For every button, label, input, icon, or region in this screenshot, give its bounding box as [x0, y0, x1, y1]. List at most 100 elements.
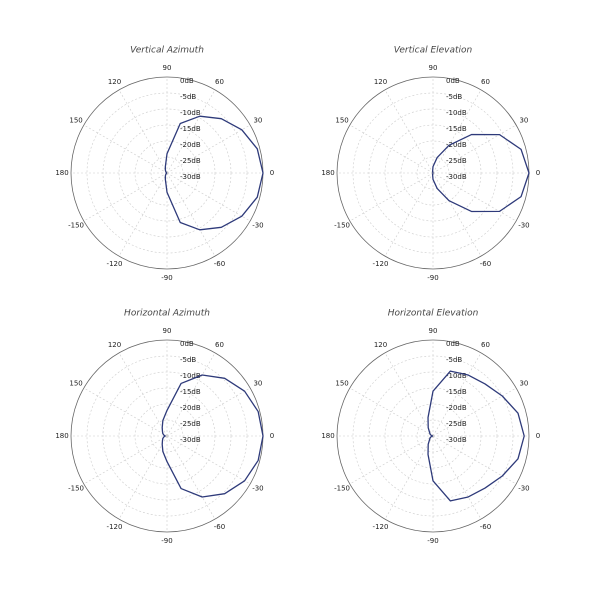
ring-grid-line	[118, 387, 216, 485]
r-tick-label: -25dB	[446, 420, 467, 428]
angle-tick-label: 90	[429, 327, 438, 335]
angle-tick-label: -30	[518, 222, 529, 230]
pattern-line	[427, 370, 525, 502]
spoke-grid-line	[166, 89, 216, 174]
angle-tick-label: 0	[270, 432, 274, 440]
angle-tick-label: 60	[481, 78, 490, 86]
ring-grid-line	[134, 140, 200, 206]
r-tick-label: -15dB	[446, 125, 467, 133]
angle-tick-label: 120	[374, 78, 387, 86]
r-tick-label: -10dB	[446, 109, 467, 117]
spoke-grid-line	[166, 124, 251, 174]
pattern-line	[431, 133, 530, 213]
spoke-grid-line	[349, 387, 434, 437]
angle-tick-label: -150	[68, 222, 84, 230]
angle-tick-label: 60	[215, 341, 224, 349]
r-tick-label: -25dB	[446, 157, 467, 165]
angle-tick-label: 30	[519, 117, 528, 125]
outer-ring	[336, 339, 530, 533]
r-tick-label: 0dB	[180, 77, 194, 85]
angle-tick-label: -30	[252, 485, 263, 493]
angle-tick-label: 180	[55, 432, 68, 440]
r-tick-label: -5dB	[180, 93, 196, 101]
r-tick-label: -5dB	[446, 356, 462, 364]
angle-tick-label: -30	[252, 222, 263, 230]
r-tick-label: -10dB	[446, 372, 467, 380]
angle-tick-label: 150	[69, 117, 82, 125]
angle-tick-label: 90	[163, 327, 172, 335]
r-tick-label: -20dB	[446, 141, 467, 149]
angle-tick-label: 150	[69, 380, 82, 388]
r-tick-label: -5dB	[180, 356, 196, 364]
r-tick-label: -20dB	[180, 404, 201, 412]
pattern-line	[164, 115, 264, 231]
angle-tick-label: 180	[55, 169, 68, 177]
ring-grid-line	[102, 108, 232, 238]
ring-grid-line	[384, 124, 482, 222]
chart-title: Horizontal Elevation	[388, 309, 479, 319]
angle-tick-label: -150	[68, 485, 84, 493]
ring-grid-line	[416, 156, 450, 190]
r-tick-label: -25dB	[180, 157, 201, 165]
angle-tick-label: 30	[253, 380, 262, 388]
r-tick-label: 0dB	[446, 77, 460, 85]
angle-tick-label: 150	[335, 380, 348, 388]
r-tick-label: -5dB	[446, 93, 462, 101]
angle-tick-label: 120	[108, 78, 121, 86]
ring-grid-line	[352, 92, 514, 254]
ring-grid-line	[384, 387, 482, 485]
spoke-grid-line	[432, 124, 517, 174]
r-tick-label: -15dB	[180, 125, 201, 133]
spoke-grid-line	[432, 89, 482, 174]
angle-tick-label: -90	[161, 274, 172, 282]
r-tick-label: 0dB	[446, 340, 460, 348]
angle-tick-label: -150	[334, 222, 350, 230]
angle-tick-label: -120	[373, 260, 389, 268]
ring-grid-line	[86, 92, 248, 254]
angle-tick-label: 30	[519, 380, 528, 388]
ring-grid-line	[118, 124, 216, 222]
angle-tick-label: 30	[253, 117, 262, 125]
angle-tick-label: -60	[214, 523, 225, 531]
r-tick-label: -15dB	[446, 388, 467, 396]
r-tick-label: -30dB	[446, 436, 467, 444]
pattern-line	[161, 374, 264, 498]
r-tick-label: -20dB	[180, 141, 201, 149]
ring-grid-line	[134, 403, 200, 469]
r-tick-label: 0dB	[180, 340, 194, 348]
angle-tick-label: -150	[334, 485, 350, 493]
r-tick-label: -15dB	[180, 388, 201, 396]
angle-tick-label: 90	[163, 64, 172, 72]
r-tick-label: -25dB	[180, 420, 201, 428]
ring-grid-line	[102, 371, 232, 501]
ring-grid-line	[86, 355, 248, 517]
spoke-grid-line	[432, 172, 482, 257]
angle-tick-label: -60	[480, 523, 491, 531]
angle-tick-label: -120	[107, 523, 123, 531]
ring-grid-line	[400, 403, 466, 469]
spoke-grid-line	[83, 387, 168, 437]
angle-tick-label: 0	[536, 432, 540, 440]
spoke-grid-line	[166, 172, 216, 257]
angle-tick-label: -30	[518, 485, 529, 493]
angle-tick-label: -90	[427, 274, 438, 282]
angle-tick-label: 120	[108, 341, 121, 349]
spoke-grid-line	[432, 352, 482, 437]
spoke-grid-line	[83, 124, 168, 174]
ring-grid-line	[352, 355, 514, 517]
angle-tick-label: 60	[481, 341, 490, 349]
ring-grid-line	[368, 371, 498, 501]
angle-tick-label: -90	[161, 537, 172, 545]
ring-grid-line	[400, 140, 466, 206]
angle-tick-label: 60	[215, 78, 224, 86]
r-tick-label: -10dB	[180, 109, 201, 117]
r-tick-label: -20dB	[446, 404, 467, 412]
chart-title: Vertical Elevation	[394, 46, 473, 56]
angle-tick-label: 180	[321, 169, 334, 177]
spoke-grid-line	[432, 435, 482, 520]
angle-tick-label: 150	[335, 117, 348, 125]
spoke-grid-line	[166, 435, 216, 520]
angle-tick-label: -120	[107, 260, 123, 268]
spoke-grid-line	[166, 352, 216, 437]
